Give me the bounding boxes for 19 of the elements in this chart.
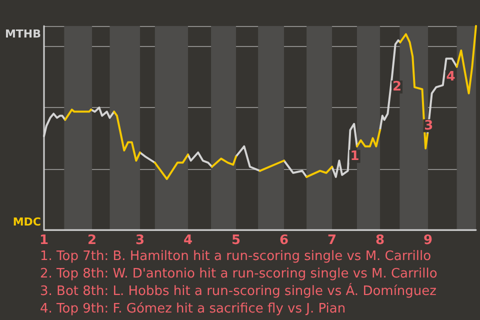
- x-tick-label: 2: [87, 233, 97, 248]
- annotation: 3: [424, 118, 434, 134]
- text: 3. Bot 8th: L. Hobbs hit a run-scoring single vs Á. Domínguez: [40, 282, 437, 299]
- x-tick-label: 1: [39, 233, 49, 248]
- text: MTHB: [4, 28, 41, 40]
- x-tick-label: 8: [375, 233, 385, 248]
- x-tick-label: 3: [135, 233, 145, 248]
- x-tick-label: 6: [279, 233, 289, 248]
- text: 4. Top 9th: F. Gómez hit a sacrifice fly vs J. Pian: [40, 302, 346, 316]
- x-tick-label: 5: [231, 233, 241, 248]
- text: MDC: [12, 216, 41, 228]
- text: 1. Top 7th: B. Hamilton hit a run-scoring single vs M. Carrillo: [40, 249, 432, 264]
- x-tick-label: 7: [327, 233, 337, 248]
- annotation: 1: [350, 148, 360, 164]
- text: 2. Top 8th: W. D'antonio hit a run-scoring single vs M. Carrillo: [40, 266, 438, 282]
- annotation: 4: [446, 69, 456, 84]
- annotation: 2: [392, 80, 402, 94]
- x-tick-label: 4: [183, 233, 193, 248]
- x-tick-label: 9: [423, 233, 433, 248]
